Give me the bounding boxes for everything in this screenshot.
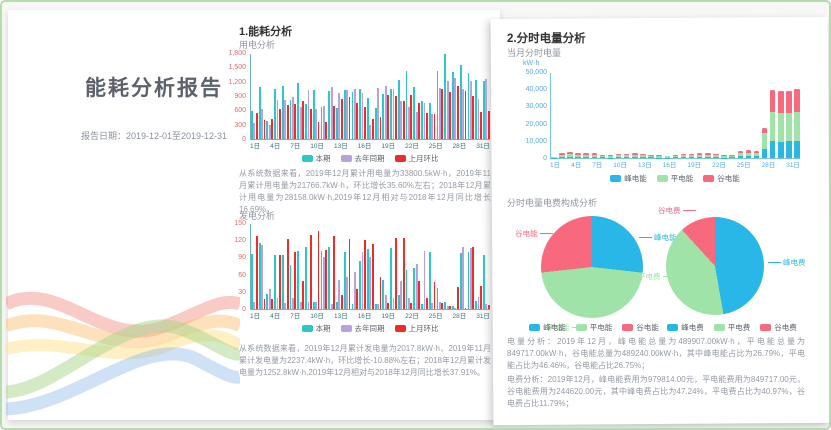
generation-x-axis-labels: 1日 4日 7日 10日 13日 16日 19日 22日 25日 28日 31日: [250, 313, 490, 320]
cost-analysis-text: 电费分析：2019年12月，峰电能费用为979814.00元，平电能费用为849…: [507, 375, 805, 408]
legend-item: 上月环比: [394, 153, 439, 164]
usage-summary-text: 从系统数据来看，2019年12月累计用电量为33800.5kW·h，2019年1…: [239, 169, 491, 214]
legend-label: 去年同期: [354, 154, 385, 163]
pie-label-valley-energy: 谷电能: [515, 228, 553, 239]
section2-title: 2.分时电量分析: [507, 33, 586, 45]
legend-label: 去年同期: [354, 324, 385, 333]
report-date: 报告日期：2019-12-01至2019-12-31: [80, 131, 228, 141]
usage-bar-chart: 1,800 1,500 1,200 900 600 300 0 1日 4日 7日 10日 13日 16…: [212, 48, 492, 166]
generation-chart-subtitle: 发电分析: [239, 211, 276, 221]
energy-pie-legend: 峰电能 平电能 谷电能: [519, 322, 669, 333]
energy-analysis-text: 电量分析：2019年12月，峰电能总量为489907.00kW·h，平电能总量为…: [507, 337, 805, 370]
pie-label-peak-energy: 峰电能: [639, 232, 677, 243]
legend-swatch: [667, 324, 679, 331]
legend-swatch: [340, 155, 352, 162]
tou-x-axis-labels: 1日 4日 7日 10日 13日 16日 19日 22日 25日 28日 31日: [550, 162, 800, 169]
legend-swatch: [301, 325, 313, 332]
legend-item: 峰电能: [529, 322, 566, 333]
legend-label: 峰电能: [543, 323, 566, 332]
legend-item: 本期: [301, 153, 331, 164]
legend-label: 本期: [315, 154, 331, 163]
legend-label: 本期: [315, 324, 331, 333]
legend-swatch: [703, 175, 715, 182]
legend-item: 谷电能: [703, 173, 740, 184]
usage-legend: 本期 去年同期 上月环比: [250, 153, 490, 164]
generation-y-axis-labels: 150 120 90 60 30 0: [234, 220, 246, 313]
legend-item: 峰电能: [610, 173, 647, 184]
legend-swatch: [340, 325, 352, 332]
legend-swatch: [760, 324, 772, 331]
legend-label: 谷电能: [636, 323, 659, 332]
section1-title: 1.能耗分析: [239, 26, 293, 38]
legend-item: 去年同期: [340, 153, 385, 164]
pie-label-flat-cost: 平电费: [638, 271, 676, 282]
legend-item: 谷电费: [760, 322, 797, 333]
tou-y-axis-unit: kW·h: [523, 60, 540, 67]
legend-swatch: [301, 155, 313, 162]
usage-x-axis-labels: 1日 4日 7日 10日 13日 16日 19日 22日 25日 28日 31日: [250, 143, 490, 150]
generation-legend: 本期 去年同期 上月环比: [250, 323, 490, 334]
legend-label: 上月环比: [408, 324, 439, 333]
legend-swatch: [713, 324, 725, 331]
generation-plot-area: [250, 224, 490, 310]
tou-y-axis-labels: 50,000 40,000 30,000 20,000 10,000 0: [525, 69, 547, 162]
cost-pie: [666, 217, 764, 315]
legend-label: 谷电费: [774, 323, 797, 332]
legend-label: 峰电能: [624, 174, 647, 183]
legend-swatch: [529, 324, 541, 331]
legend-label: 谷电能: [717, 174, 740, 183]
energy-pie-chart: 峰电能 谷电能 平电能: [515, 210, 677, 335]
usage-plot-area: [250, 54, 490, 140]
tou-chart-subtitle: 当月分时电量: [507, 48, 562, 58]
legend-label: 平电能: [589, 323, 613, 332]
legend-label: 峰电费: [681, 323, 704, 332]
usage-chart-subtitle: 用电分析: [239, 40, 276, 50]
usage-y-axis-labels: 1,800 1,500 1,200 900 600 300 0: [228, 50, 246, 143]
legend-item: 平电费: [713, 322, 751, 333]
legend-swatch: [575, 324, 587, 331]
legend-swatch: [610, 175, 622, 182]
generation-summary-text: 从系统数据来看，2019年12月累计发电量为2017.8kW·h，2019年11…: [239, 344, 491, 377]
legend-item: 本期: [301, 323, 331, 334]
legend-label: 平电能: [670, 174, 694, 183]
legend-swatch: [394, 155, 406, 162]
legend-item: 谷电能: [622, 322, 659, 333]
cost-pie-chart: 谷电费 峰电费 平电费: [638, 205, 814, 335]
legend-item: 上月环比: [394, 323, 439, 334]
report-title: 能耗分析报告: [85, 77, 223, 100]
energy-pie: [541, 216, 643, 318]
pie-section-subtitle: 分时电量电费构成分析: [507, 198, 598, 208]
legend-swatch: [394, 325, 406, 332]
cost-pie-legend: 峰电费 平电费 谷电费: [657, 322, 807, 333]
tou-plot-area: [550, 73, 800, 159]
pie-label-valley-cost: 谷电费: [658, 205, 696, 216]
generation-bar-chart: 150 120 90 60 30 0 1日 4日 7日 10日 13日 16日 19日 22日 25日 28…: [212, 218, 492, 336]
tou-stacked-bar-chart: kW·h 50,000 40,000 30,000 20,000 10,000 0 1日 4…: [507, 60, 807, 194]
legend-item: 去年同期: [340, 323, 385, 334]
legend-label: 上月环比: [408, 154, 439, 163]
legend-swatch: [622, 324, 634, 331]
tou-legend: 峰电能 平电能 谷电能: [550, 173, 800, 184]
legend-item: 峰电费: [667, 322, 704, 333]
decorative-ribbons-image: [6, 291, 240, 416]
legend-swatch: [656, 175, 668, 182]
legend-item: 平电能: [656, 173, 694, 184]
legend-item: 平电能: [575, 322, 613, 333]
legend-label: 平电费: [727, 323, 751, 332]
pie-label-peak-cost: 峰电费: [768, 257, 806, 268]
